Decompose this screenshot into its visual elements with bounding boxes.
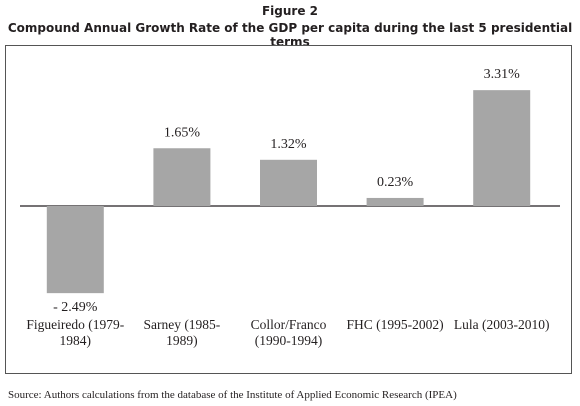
bar (473, 90, 531, 206)
value-label: 0.23% (377, 175, 414, 190)
bar (46, 206, 104, 294)
chart-frame (5, 45, 572, 374)
x-tick-label: FHC (1995-2002) (346, 317, 444, 332)
x-tick-label: Sarney (1985-1989) (143, 317, 221, 348)
x-tick-label: Lula (2003-2010) (453, 317, 550, 332)
bar (260, 159, 317, 206)
value-label: 1.32% (270, 137, 307, 152)
chart-title: Figure 2 (261, 4, 319, 18)
bar (153, 148, 211, 206)
value-label: 3.31% (484, 67, 521, 82)
x-tick-label: Collor/Franco (1990-1994) (250, 317, 327, 348)
source-note: Source: Authors calculations from the da… (8, 389, 457, 401)
value-label: 1.65% (164, 125, 201, 140)
x-tick-label: Figueiredo (1979-1984) (26, 317, 125, 348)
bar (366, 197, 424, 206)
value-label: - 2.49% (53, 300, 98, 315)
